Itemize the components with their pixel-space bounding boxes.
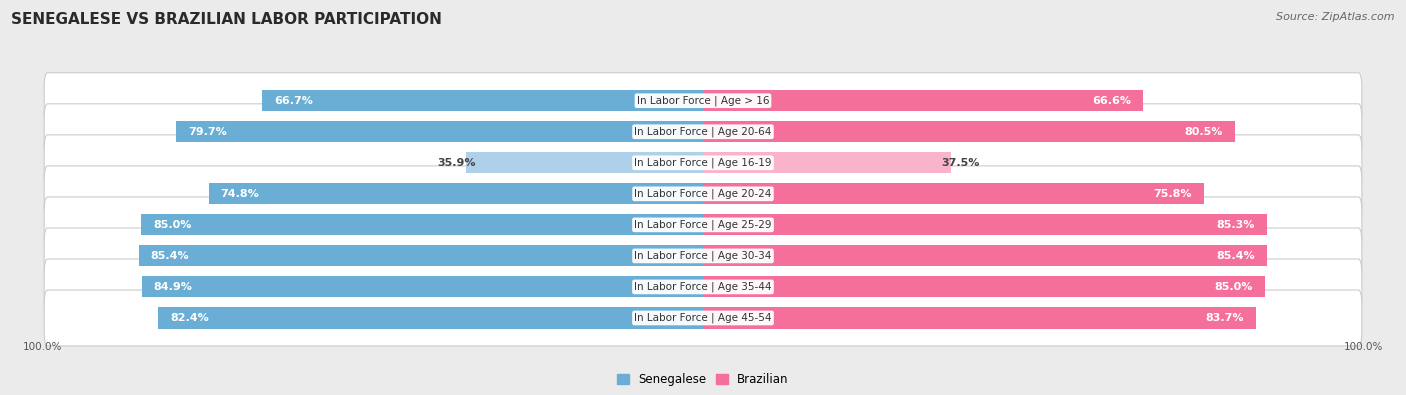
Bar xyxy=(703,183,1204,204)
FancyBboxPatch shape xyxy=(44,228,1362,284)
Text: In Labor Force | Age 16-19: In Labor Force | Age 16-19 xyxy=(634,158,772,168)
Legend: Senegalese, Brazilian: Senegalese, Brazilian xyxy=(613,369,793,391)
FancyBboxPatch shape xyxy=(44,73,1362,129)
Bar xyxy=(263,90,703,111)
Text: In Labor Force | Age 25-29: In Labor Force | Age 25-29 xyxy=(634,220,772,230)
Text: 74.8%: 74.8% xyxy=(221,189,259,199)
Bar xyxy=(465,152,703,173)
Text: SENEGALESE VS BRAZILIAN LABOR PARTICIPATION: SENEGALESE VS BRAZILIAN LABOR PARTICIPAT… xyxy=(11,12,441,27)
Text: 82.4%: 82.4% xyxy=(170,313,209,323)
Text: 66.7%: 66.7% xyxy=(274,96,314,106)
Bar xyxy=(142,276,703,297)
Bar xyxy=(139,245,703,267)
Text: 37.5%: 37.5% xyxy=(941,158,979,168)
Bar xyxy=(703,276,1264,297)
FancyBboxPatch shape xyxy=(44,290,1362,346)
Text: 75.8%: 75.8% xyxy=(1153,189,1192,199)
Bar xyxy=(703,152,950,173)
Text: Source: ZipAtlas.com: Source: ZipAtlas.com xyxy=(1277,12,1395,22)
Text: In Labor Force | Age 35-44: In Labor Force | Age 35-44 xyxy=(634,282,772,292)
Bar xyxy=(703,307,1256,329)
Text: 80.5%: 80.5% xyxy=(1185,127,1223,137)
Bar xyxy=(703,90,1143,111)
Text: In Labor Force | Age 20-24: In Labor Force | Age 20-24 xyxy=(634,188,772,199)
Text: 85.4%: 85.4% xyxy=(150,251,190,261)
Bar xyxy=(703,121,1234,142)
Bar xyxy=(703,214,1267,235)
Text: In Labor Force | Age 45-54: In Labor Force | Age 45-54 xyxy=(634,313,772,323)
FancyBboxPatch shape xyxy=(44,166,1362,222)
Text: In Labor Force | Age 20-64: In Labor Force | Age 20-64 xyxy=(634,126,772,137)
Text: 85.3%: 85.3% xyxy=(1216,220,1254,230)
Bar xyxy=(208,183,703,204)
Text: 83.7%: 83.7% xyxy=(1206,313,1244,323)
Bar xyxy=(141,214,703,235)
Text: In Labor Force | Age 30-34: In Labor Force | Age 30-34 xyxy=(634,251,772,261)
Text: 85.0%: 85.0% xyxy=(1215,282,1253,292)
Text: 35.9%: 35.9% xyxy=(437,158,475,168)
Text: 79.7%: 79.7% xyxy=(188,127,226,137)
FancyBboxPatch shape xyxy=(44,104,1362,160)
Text: 85.4%: 85.4% xyxy=(1216,251,1256,261)
FancyBboxPatch shape xyxy=(44,135,1362,191)
Text: In Labor Force | Age > 16: In Labor Force | Age > 16 xyxy=(637,96,769,106)
Text: 84.9%: 84.9% xyxy=(153,282,193,292)
Bar xyxy=(159,307,703,329)
FancyBboxPatch shape xyxy=(44,197,1362,253)
Text: 66.6%: 66.6% xyxy=(1092,96,1132,106)
FancyBboxPatch shape xyxy=(44,259,1362,315)
Bar xyxy=(703,245,1267,267)
Text: 85.0%: 85.0% xyxy=(153,220,191,230)
Bar xyxy=(176,121,703,142)
